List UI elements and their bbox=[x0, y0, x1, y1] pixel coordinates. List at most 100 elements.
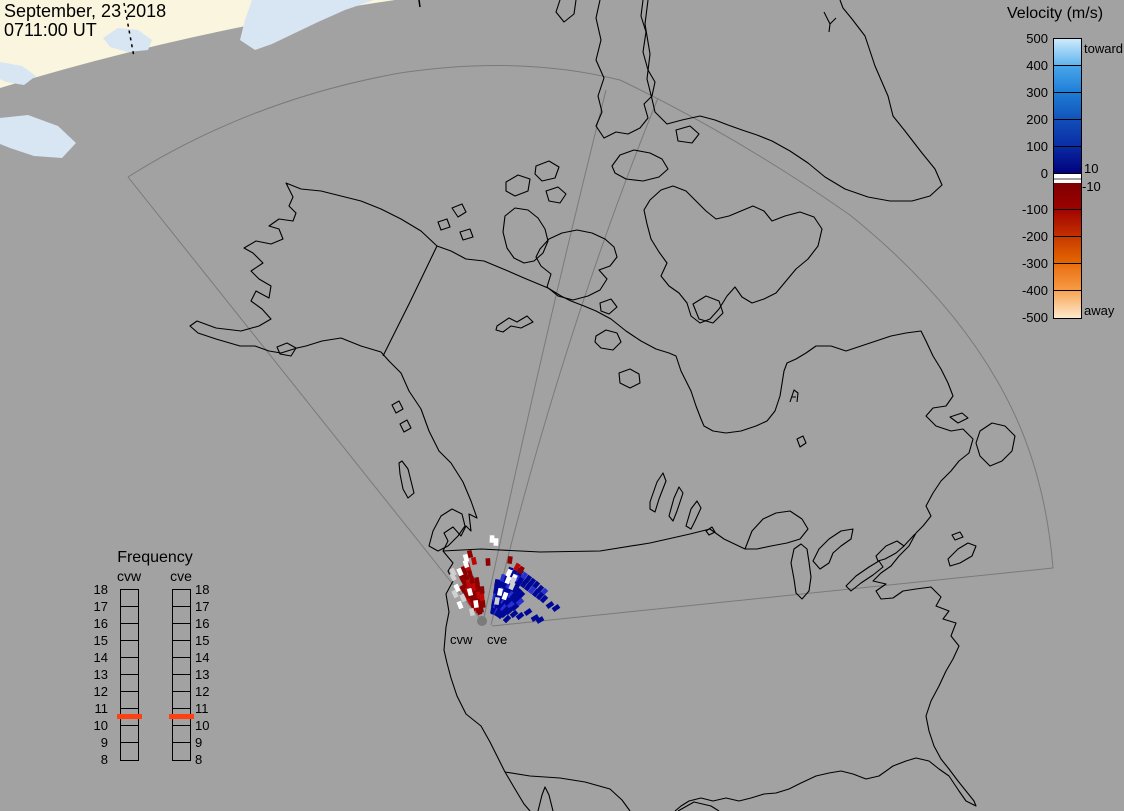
velocity-data-cell bbox=[509, 576, 517, 586]
velocity-data-cell bbox=[459, 593, 467, 603]
great-slave-lake bbox=[618, 368, 641, 389]
map-radar-label-cve: cve bbox=[487, 632, 508, 647]
frequency-tick-label: 17 bbox=[93, 599, 108, 614]
velocity-data-cell bbox=[551, 603, 561, 613]
velocity-data-cell bbox=[474, 576, 480, 586]
melville-island bbox=[505, 174, 531, 197]
velocity-data-cell bbox=[530, 614, 540, 622]
away-label: away bbox=[1084, 303, 1115, 318]
velocity-data-cell bbox=[479, 593, 485, 601]
us-mexico-border bbox=[504, 771, 631, 811]
velocity-data-cell bbox=[460, 565, 468, 575]
velocity-data-cell bbox=[473, 600, 479, 608]
lake-michigan bbox=[790, 543, 812, 600]
velocity-data-cell bbox=[459, 584, 467, 594]
alexander-island-2 bbox=[399, 419, 412, 433]
velocity-zero-band bbox=[1054, 177, 1081, 180]
velocity-tick-label: 0 bbox=[1040, 166, 1048, 181]
velocity-tick-label: 200 bbox=[1026, 112, 1048, 127]
velocity-data-cell bbox=[479, 586, 485, 594]
velocity-data-cell bbox=[509, 609, 519, 619]
velocity-data-cell bbox=[505, 568, 513, 578]
velocity-data-cell bbox=[468, 575, 476, 585]
frequency-bar-cell bbox=[121, 726, 138, 743]
us-canada-border bbox=[442, 528, 746, 553]
velocity-data-cell bbox=[462, 572, 470, 582]
velocity-data-cell bbox=[510, 602, 520, 612]
frequency-bar-cell bbox=[121, 692, 138, 709]
velocity-data-cell bbox=[449, 572, 457, 582]
frequency-tick-label: 16 bbox=[93, 616, 108, 631]
velocity-data-cell bbox=[513, 587, 523, 597]
velocity-data-cell bbox=[466, 549, 474, 559]
velocity-data-cell bbox=[489, 535, 495, 543]
frequency-tick-label: 18 bbox=[93, 582, 108, 597]
velocity-color-cell bbox=[1054, 264, 1081, 291]
lake-of-the-woods bbox=[705, 526, 716, 536]
frequency-tick-label: 13 bbox=[195, 667, 210, 682]
radar-fov-fan bbox=[127, 64, 1054, 627]
frequency-tick-label: 10 bbox=[195, 718, 210, 733]
velocity-tick-label: 300 bbox=[1026, 85, 1048, 100]
velocity-zero-band bbox=[1054, 179, 1081, 183]
velocity-tick-label: 500 bbox=[1026, 31, 1048, 46]
james-bay-island bbox=[796, 435, 807, 448]
southampton-island bbox=[692, 295, 724, 324]
velocity-data-cell bbox=[508, 592, 518, 602]
toward-label: toward bbox=[1084, 41, 1124, 56]
frequency-bar bbox=[120, 589, 139, 761]
velocity-color-cell bbox=[1054, 237, 1081, 264]
frequency-tick-label: 9 bbox=[195, 735, 203, 750]
alexander-island-1 bbox=[391, 400, 404, 414]
coastlines bbox=[189, 0, 1016, 811]
frequency-tick-label: 12 bbox=[93, 684, 108, 699]
banks-island bbox=[502, 207, 549, 264]
velocity-data-cell bbox=[494, 596, 500, 606]
velocity-data-cell bbox=[493, 538, 499, 546]
time-line: 0711:00 UT bbox=[4, 20, 97, 40]
dayside-landmasses bbox=[0, 0, 374, 158]
frequency-bar-cell bbox=[173, 726, 190, 743]
velocity-data-cell bbox=[515, 611, 525, 621]
velocity-data-cell bbox=[456, 567, 464, 577]
velocity-zero-band bbox=[1054, 174, 1081, 178]
frequency-tick-label: 17 bbox=[195, 599, 210, 614]
velocity-data-cell bbox=[506, 600, 516, 610]
frequency-tick-label: 9 bbox=[100, 735, 108, 750]
lake-superior bbox=[744, 510, 809, 550]
map-radar-label-cvw: cvw bbox=[450, 632, 473, 647]
velocity-color-cell bbox=[1054, 210, 1081, 237]
velocity-data-cell bbox=[531, 588, 541, 598]
velocity-data-cell bbox=[461, 579, 469, 589]
mexico-pacific-coast bbox=[677, 801, 720, 811]
great-bear-lake bbox=[594, 329, 622, 351]
bylot-island bbox=[675, 125, 700, 144]
st-lawrence-river bbox=[902, 533, 916, 548]
velocity-data-cell bbox=[496, 587, 504, 597]
axel-heiberg-island bbox=[555, 0, 577, 23]
velocity-data-cell bbox=[504, 598, 514, 608]
frequency-bar-cell bbox=[173, 624, 190, 641]
frequency-marker bbox=[117, 714, 142, 719]
small-arctic-island-3 bbox=[459, 228, 474, 241]
nova-scotia bbox=[947, 542, 977, 567]
velocity-data-cell bbox=[466, 587, 474, 597]
lake-ontario bbox=[875, 540, 905, 562]
frequency-tick-label: 14 bbox=[93, 650, 108, 665]
baffin-island bbox=[643, 185, 823, 324]
fov-left-edge bbox=[127, 176, 484, 623]
velocity-data-cell bbox=[470, 556, 478, 566]
velocity-tick-label: -100 bbox=[1021, 202, 1048, 217]
newfoundland bbox=[975, 422, 1016, 467]
velocity-data-cell bbox=[502, 614, 512, 624]
fov-right-edge bbox=[491, 567, 1054, 627]
velocity-data-cell bbox=[462, 553, 470, 563]
velocity-data-cell bbox=[517, 565, 525, 575]
lake-winnipeg bbox=[649, 472, 667, 513]
frequency-tick-label: 13 bbox=[93, 667, 108, 682]
velocity-color-cell bbox=[1054, 93, 1081, 120]
velocity-data-cell bbox=[468, 607, 476, 617]
prince-patrick-island bbox=[534, 160, 560, 182]
frequency-column-label-cve: cve bbox=[170, 568, 192, 584]
frequency-bar-cell bbox=[121, 709, 138, 726]
